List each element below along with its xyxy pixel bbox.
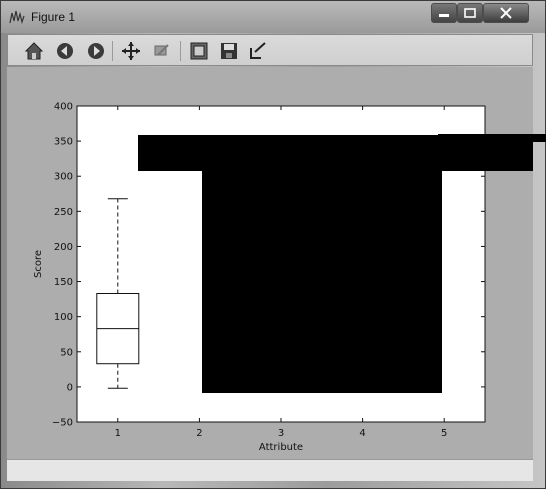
close-icon xyxy=(500,7,512,19)
y-tick-label: 50 xyxy=(60,347,73,358)
y-tick-label: 150 xyxy=(54,277,73,288)
toolbar-separator xyxy=(112,41,113,61)
app-icon xyxy=(9,10,25,24)
subplots-button[interactable] xyxy=(188,40,210,62)
forward-arrow-icon xyxy=(88,43,104,59)
close-button[interactable] xyxy=(483,3,529,23)
x-tick-label: 4 xyxy=(359,428,365,439)
y-tick-label: 300 xyxy=(54,172,73,183)
y-tick-label: −50 xyxy=(52,418,73,429)
redaction-bar-extension xyxy=(438,134,546,142)
figure-canvas[interactable]: −50 0 50 100 150 200 250 300 350 400 1 2 3 4 5 Attribut… xyxy=(7,67,533,459)
y-tick-label: 0 xyxy=(67,382,73,393)
y-tick-label: 250 xyxy=(54,207,73,218)
zoom-button[interactable] xyxy=(151,40,173,62)
back-arrow-icon xyxy=(57,43,73,59)
save-button[interactable] xyxy=(218,40,240,62)
home-icon xyxy=(24,42,44,60)
title-bar[interactable]: Figure 1 xyxy=(1,1,545,33)
home-button[interactable] xyxy=(23,40,45,62)
back-button[interactable] xyxy=(54,40,76,62)
toolbar-separator xyxy=(180,41,181,61)
x-tick-label: 5 xyxy=(441,428,447,439)
pan-arrows-icon xyxy=(122,42,140,60)
zoom-icon xyxy=(154,44,169,56)
y-tick-label: 100 xyxy=(54,312,73,323)
y-axis-label: Score xyxy=(33,250,44,278)
plot-canvas[interactable]: −50 0 50 100 150 200 250 300 350 400 1 2 3 4 5 Attribut… xyxy=(7,67,533,459)
window-title: Figure 1 xyxy=(31,10,76,24)
y-tick-label: 200 xyxy=(54,242,73,253)
maximize-button[interactable] xyxy=(457,3,483,23)
minimize-button[interactable] xyxy=(431,3,457,23)
y-tick-label: 350 xyxy=(54,137,73,148)
x-tick-label: 1 xyxy=(115,428,121,439)
redaction-block xyxy=(202,167,442,393)
status-bar xyxy=(7,459,533,481)
pan-button[interactable] xyxy=(120,40,142,62)
y-tick-label: 400 xyxy=(54,102,73,113)
x-axis-label: Attribute xyxy=(259,442,303,453)
edit-axes-icon xyxy=(250,42,266,59)
minimize-icon xyxy=(439,14,449,17)
x-tick-label: 2 xyxy=(196,428,202,439)
maximize-icon xyxy=(464,8,476,18)
navigation-toolbar xyxy=(7,34,533,66)
subplots-icon xyxy=(190,42,208,60)
save-icon xyxy=(221,43,237,59)
edit-axes-button[interactable] xyxy=(247,40,269,62)
x-tick-label: 3 xyxy=(278,428,284,439)
forward-button[interactable] xyxy=(85,40,107,62)
